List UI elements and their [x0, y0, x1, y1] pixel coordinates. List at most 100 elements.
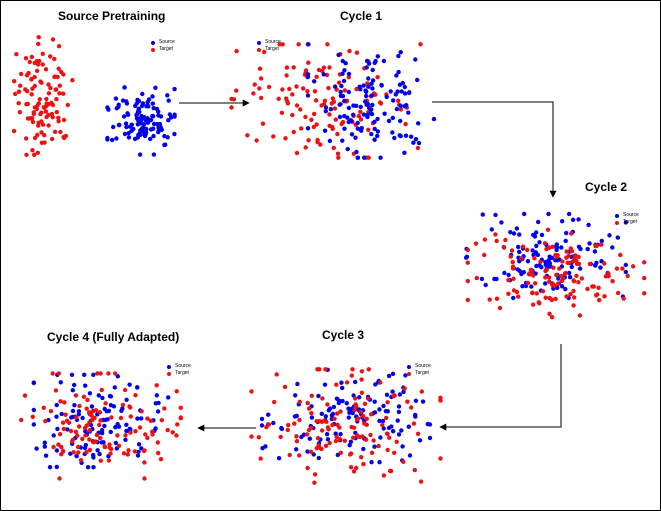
- legend-item-source: Source: [615, 212, 639, 219]
- source-point: [362, 155, 367, 160]
- source-point: [266, 412, 271, 417]
- target-point: [266, 422, 272, 427]
- target-point: [306, 406, 312, 411]
- source-point: [135, 385, 140, 390]
- target-point: [625, 273, 630, 279]
- source-point: [330, 411, 336, 417]
- source-point: [339, 380, 344, 385]
- source-point: [390, 429, 396, 434]
- source-point: [529, 284, 534, 289]
- target-point: [599, 242, 604, 247]
- target-point: [348, 465, 354, 470]
- source-point: [592, 249, 598, 254]
- target-point: [642, 260, 647, 265]
- source-point: [259, 423, 265, 428]
- source-point: [156, 129, 161, 135]
- source-point: [396, 404, 402, 409]
- source-point: [499, 220, 504, 225]
- target-point: [557, 266, 562, 271]
- source-point: [312, 79, 317, 84]
- source-point: [276, 456, 282, 461]
- source-point: [372, 410, 378, 415]
- target-point: [342, 438, 347, 443]
- target-point: [332, 416, 337, 421]
- target-point: [109, 415, 114, 420]
- target-point: [392, 450, 397, 455]
- target-point: [438, 456, 443, 461]
- target-point: [380, 422, 385, 428]
- source-point: [594, 260, 599, 266]
- source-point: [124, 397, 129, 402]
- target-point: [314, 419, 319, 424]
- source-point: [517, 232, 522, 237]
- legend-target-label: Target: [415, 370, 429, 376]
- source-point: [403, 373, 408, 378]
- target-point: [25, 89, 30, 94]
- target-point: [465, 247, 470, 253]
- target-point: [555, 253, 560, 258]
- source-point: [292, 414, 298, 419]
- cluster-pretrain-target: [11, 35, 75, 157]
- target-point: [354, 50, 360, 55]
- source-point: [388, 89, 393, 94]
- source-point: [404, 103, 409, 108]
- source-point: [347, 443, 352, 448]
- source-point: [361, 112, 366, 117]
- source-point: [369, 111, 375, 117]
- target-point: [133, 393, 138, 398]
- target-point: [56, 442, 61, 447]
- source-point: [135, 416, 140, 421]
- source-point: [532, 234, 538, 239]
- source-point: [539, 265, 544, 270]
- source-point: [58, 380, 63, 385]
- target-point: [384, 431, 390, 436]
- source-point: [309, 415, 315, 420]
- target-point: [487, 297, 492, 302]
- target-point: [30, 119, 36, 125]
- source-point: [610, 245, 615, 250]
- source-point: [54, 402, 59, 408]
- source-point: [126, 135, 132, 140]
- source-point: [165, 93, 170, 98]
- target-point: [326, 427, 331, 432]
- legend-item-source: Source: [407, 363, 431, 370]
- source-point: [91, 372, 96, 377]
- target-point: [618, 252, 623, 258]
- source-point: [153, 85, 158, 91]
- legend-target-label: Target: [623, 219, 637, 225]
- target-point: [338, 409, 343, 414]
- target-point: [29, 92, 34, 97]
- source-point: [166, 118, 171, 123]
- target-point: [39, 110, 44, 115]
- source-point: [343, 61, 348, 66]
- source-point: [346, 119, 351, 125]
- target-point: [309, 117, 314, 123]
- source-point: [623, 262, 628, 268]
- legend-source-label: Source: [159, 39, 175, 45]
- target-point: [305, 400, 310, 406]
- target-point: [286, 422, 291, 428]
- target-point: [375, 75, 380, 80]
- source-point: [108, 403, 114, 408]
- target-point: [587, 261, 592, 267]
- source-point: [511, 295, 516, 301]
- target-point: [70, 437, 76, 442]
- target-point: [54, 87, 59, 92]
- source-point: [399, 89, 404, 94]
- source-point: [390, 371, 396, 376]
- target-point: [287, 86, 292, 92]
- target-point: [603, 274, 609, 279]
- source-point: [479, 276, 485, 282]
- target-point: [56, 119, 61, 124]
- target-point: [259, 76, 264, 81]
- source-point: [416, 121, 421, 126]
- legend-target-marker: [407, 371, 411, 376]
- target-point: [287, 452, 292, 458]
- source-point: [547, 254, 552, 259]
- target-point: [366, 155, 371, 160]
- source-point: [342, 126, 347, 131]
- target-point: [56, 44, 62, 49]
- target-point: [93, 408, 99, 413]
- source-point: [115, 422, 120, 427]
- target-point: [51, 444, 56, 450]
